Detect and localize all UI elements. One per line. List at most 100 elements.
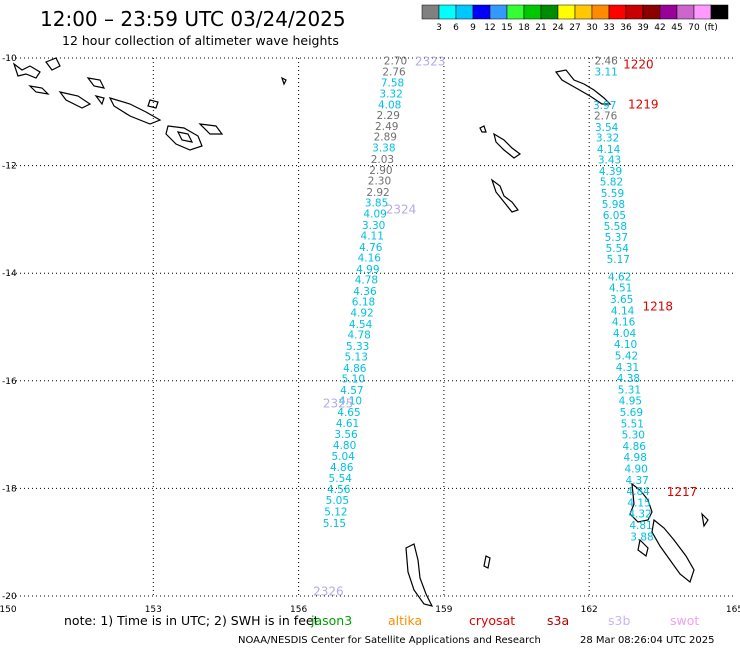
- wave-height-value: 4.98: [624, 452, 647, 464]
- wave-height-value: 4.04: [613, 328, 637, 340]
- wave-height-value: 2.89: [374, 132, 397, 144]
- colorbar-swatch: [625, 4, 644, 20]
- colorbar-swatch: [693, 4, 712, 20]
- wave-height-value: 3.65: [610, 294, 633, 306]
- vanuatu-coast: [405, 482, 709, 607]
- wave-height-value: 4.10: [614, 339, 637, 351]
- wave-height-value: 5.17: [607, 254, 630, 266]
- wave-height-value: 4.38: [617, 373, 640, 385]
- lon-tick-label: 153: [145, 605, 162, 615]
- wave-height-value: 4.86: [330, 462, 354, 474]
- coastlines: [12, 57, 709, 607]
- wave-height-value: 4.14: [597, 144, 621, 156]
- lat-tick-label: -14: [2, 269, 17, 279]
- wave-height-value: 4.61: [336, 418, 359, 430]
- wave-height-value: 6.05: [603, 210, 626, 222]
- wave-height-value: 3.32: [596, 133, 619, 145]
- colorbar-swatch: [421, 4, 440, 20]
- santa-cruz-islands-coast: [479, 69, 612, 213]
- colorbar-swatch: [506, 4, 525, 20]
- wave-height-value: 7.58: [381, 78, 404, 90]
- colorbar-swatch: [608, 4, 627, 20]
- wave-height-value: 4.14: [611, 305, 635, 317]
- pass-number-label: 2324: [386, 203, 417, 217]
- wave-height-value: 4.11: [361, 231, 384, 243]
- map-subtitle: 12 hour collection of altimeter wave hei…: [62, 33, 339, 48]
- colorbar-label: 70: [688, 23, 700, 33]
- lon-tick-label: 165: [726, 605, 740, 615]
- wave-height-value: 5.33: [346, 341, 369, 353]
- wave-height-value: 5.54: [329, 473, 353, 485]
- colorbar-swatch: [676, 4, 695, 20]
- colorbar-label: 15: [501, 23, 512, 33]
- mission-label: jason3: [310, 613, 352, 628]
- colorbar-swatch: [557, 4, 576, 20]
- wave-height-value: 4.86: [343, 363, 367, 375]
- wave-height-value: 4.65: [337, 407, 360, 419]
- pass-number-label: 1217: [667, 485, 698, 499]
- wave-height-value: 5.59: [601, 188, 624, 200]
- pass-number-label: 2323: [415, 55, 446, 69]
- mission-label: s3b: [608, 613, 630, 628]
- colorbar-label: 27: [569, 23, 580, 33]
- colorbar-label: 12: [484, 23, 495, 33]
- wave-height-value: 2.29: [377, 110, 400, 122]
- colorbar-label: 6: [453, 23, 459, 33]
- colorbar-legend: 3 6 9 12 15 18 21 24 27 30 33 36 39 42 45 70 (ft): [421, 4, 729, 33]
- mission-label: cryosat: [469, 613, 515, 628]
- wave-height-value: 4.90: [624, 463, 647, 475]
- wave-height-value: 4.32: [628, 509, 651, 521]
- wave-height-value: 4.84: [626, 486, 650, 498]
- lon-tick-label: 159: [435, 605, 452, 615]
- wave-height-value: 3.43: [598, 155, 621, 167]
- wave-height-value: 5.15: [323, 518, 346, 530]
- solomon-islands-coast: [12, 57, 287, 151]
- wave-height-value: 3.38: [372, 142, 395, 154]
- wave-height-value: 2.03: [371, 154, 394, 166]
- wave-height-value: 5.10: [342, 374, 365, 386]
- wave-height-value: 4.95: [619, 396, 642, 408]
- wave-height-value: 5.12: [324, 507, 347, 519]
- map-grid: [8, 57, 735, 597]
- note-text: note: 1) Time is in UTC; 2) SWH is in fe…: [64, 613, 319, 628]
- map-title: 12:00 – 23:59 UTC 03/24/2025: [40, 7, 346, 31]
- colorbar-swatch: [659, 4, 678, 20]
- wave-height-value: 3.32: [379, 89, 402, 101]
- wave-height-value: 5.05: [326, 495, 349, 507]
- colorbar-swatch: [472, 4, 491, 20]
- credit-text: NOAA/NESDIS Center for Satellite Applica…: [238, 635, 541, 646]
- mission-legend: jason3 altika cryosat s3a s3b swot: [310, 613, 699, 628]
- pass-labels: 2323 2324 2325 2326 1220 1219 1218 1217: [313, 55, 697, 599]
- colorbar-swatch: [591, 4, 610, 20]
- wave-height-value: 5.82: [600, 177, 623, 189]
- wave-height-value: 5.31: [618, 384, 641, 396]
- wave-height-value: 5.04: [331, 451, 355, 463]
- wave-height-value: 4.57: [340, 385, 363, 397]
- wave-height-value: 2.46: [594, 56, 618, 68]
- lat-tick-label: -12: [2, 162, 17, 172]
- wave-height-value: 3.88: [630, 531, 653, 543]
- wave-height-value: 4.09: [363, 208, 386, 220]
- colorbar-label: 18: [518, 23, 530, 33]
- wave-height-value: 3.56: [334, 429, 358, 441]
- wave-height-value: 3.85: [365, 198, 388, 210]
- wave-height-value: 4.92: [350, 307, 373, 319]
- colorbar-swatch: [438, 4, 457, 20]
- colorbar-label: 45: [671, 23, 682, 33]
- lat-tick-label: -18: [2, 484, 17, 494]
- wave-height-value: 6.18: [352, 297, 375, 309]
- timestamp-text: 28 Mar 08:26:04 UTC 2025: [580, 635, 715, 646]
- lon-tick-label: 162: [581, 605, 598, 615]
- wave-height-value: 4.37: [625, 475, 648, 487]
- wave-height-value: 4.56: [327, 484, 351, 496]
- mission-label: swot: [670, 613, 699, 628]
- lat-tick-label: -16: [2, 377, 17, 387]
- wave-height-value: 4.80: [333, 440, 356, 452]
- pass-number-label: 2325: [323, 396, 354, 410]
- pass-number-label: 1219: [628, 98, 659, 112]
- wave-height-value: 4.62: [608, 271, 631, 283]
- pass-number-label: 1218: [642, 299, 673, 313]
- wave-height-value: 3.30: [362, 220, 385, 232]
- colorbar-swatch: [523, 4, 542, 20]
